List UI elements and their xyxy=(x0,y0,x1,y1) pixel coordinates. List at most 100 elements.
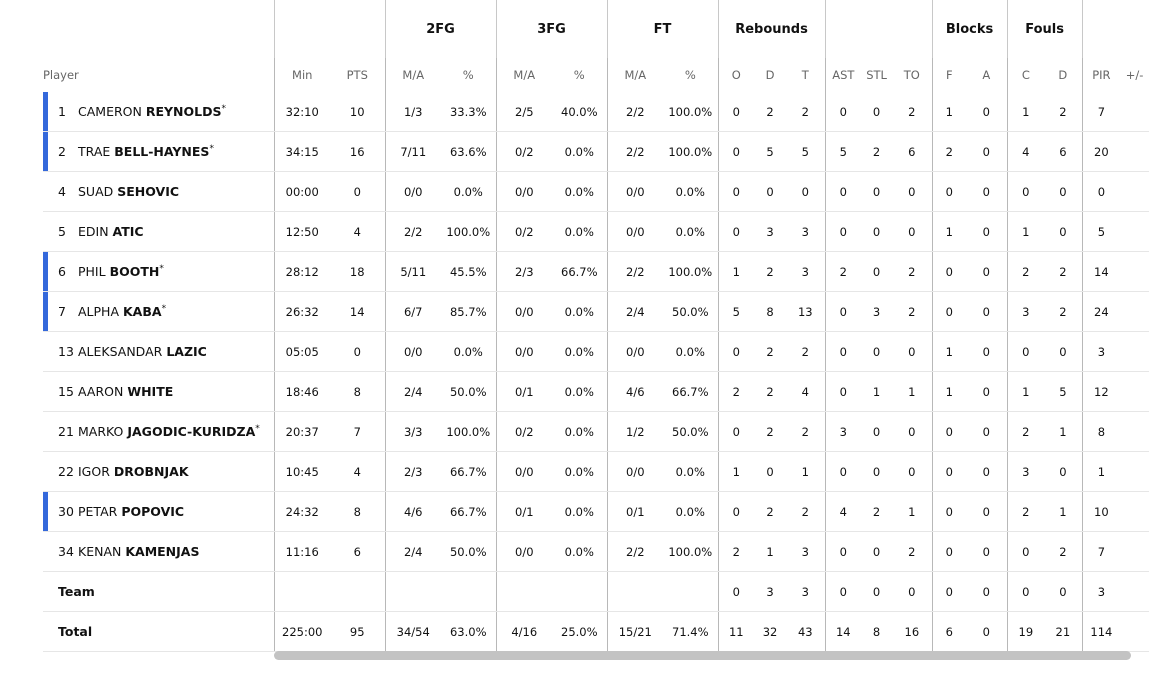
stat-t: 2 xyxy=(786,411,826,452)
player-name-link[interactable]: MARKO JAGODIC-KURIDZA* xyxy=(78,424,260,439)
player-row[interactable]: 2 TRAE BELL-HAYNES* 34:15 16 7/11 63.6% 0/2 0.0… xyxy=(43,131,1150,172)
column-header-plus-minus[interactable]: +/- xyxy=(1125,68,1144,82)
stat-pm xyxy=(1120,211,1150,252)
stat-fg2 xyxy=(385,571,441,612)
column-header-pts[interactable]: PTS xyxy=(330,58,386,92)
column-header-fouls-c[interactable]: C xyxy=(1021,68,1030,82)
stat-to: 0 xyxy=(892,171,933,212)
column-header-fouls-d[interactable]: D xyxy=(1044,58,1083,92)
stat-fd: 6 xyxy=(1044,131,1083,172)
player-number: 21 xyxy=(58,424,74,440)
starter-star: * xyxy=(255,423,260,434)
stat-fc: 1 xyxy=(1007,371,1045,412)
stat-min xyxy=(274,571,330,612)
column-header-pir[interactable]: PIR xyxy=(1092,68,1111,82)
column-header-2fg-ma[interactable]: M/A xyxy=(402,68,425,82)
column-header-2fg-pct[interactable]: % xyxy=(441,58,497,92)
player-name-link[interactable]: PETAR POPOVIC xyxy=(78,504,184,519)
stat-fc: 2 xyxy=(1007,251,1045,292)
stat-fg2p: 63.6% xyxy=(441,131,497,172)
column-header-3fg-pct[interactable]: % xyxy=(552,58,608,92)
stat-pts: 6 xyxy=(330,531,386,572)
stat-ba: 0 xyxy=(966,571,1008,612)
stat-ba: 0 xyxy=(966,331,1008,372)
stat-pts: 4 xyxy=(330,451,386,492)
player-row[interactable]: 22 IGOR DROBNJAK 10:45 4 2/3 66.7% 0/0 0.0% 0/0 0… xyxy=(43,451,1150,492)
player-row[interactable]: 1 CAMERON REYNOLDS* 32:10 10 1/3 33.3% 2/5 40.0… xyxy=(43,92,1150,132)
column-header-to[interactable]: TO xyxy=(892,58,933,92)
column-header-ft-ma[interactable]: M/A xyxy=(624,68,647,82)
player-first-name: PHIL xyxy=(78,264,106,280)
player-row[interactable]: 13 ALEKSANDAR LAZIC 05:05 0 0/0 0.0% 0/0 0.0% 0/… xyxy=(43,331,1150,372)
stat-fg3: 0/2 xyxy=(496,131,553,172)
column-header-ast[interactable]: AST xyxy=(832,68,855,82)
horizontal-scrollbar[interactable] xyxy=(274,651,1131,660)
stat-ftp: 0.0% xyxy=(663,491,719,532)
stat-bf: 2 xyxy=(932,131,967,172)
column-header-player[interactable]: Player xyxy=(43,58,275,92)
player-name-link[interactable]: AARON WHITE xyxy=(78,384,173,399)
stat-min: 05:05 xyxy=(274,331,330,372)
stat-ba: 0 xyxy=(966,251,1008,292)
stat-fg2: 34/54 xyxy=(385,611,441,652)
stat-fg3p: 40.0% xyxy=(552,92,608,132)
stat-d: 2 xyxy=(754,92,787,132)
player-name-link[interactable]: SUAD SEHOVIC xyxy=(78,184,179,199)
starter-indicator xyxy=(43,492,48,531)
stat-ftp xyxy=(663,571,719,612)
stat-ft: 2/2 xyxy=(607,251,664,292)
player-name-link[interactable]: PHIL BOOTH* xyxy=(78,264,164,279)
stat-fc: 1 xyxy=(1007,211,1045,252)
stat-fd: 5 xyxy=(1044,371,1083,412)
starter-star: * xyxy=(159,263,164,274)
column-header-reb-d[interactable]: D xyxy=(765,68,775,82)
column-header-reb-o[interactable]: O xyxy=(731,68,741,82)
stat-pm xyxy=(1120,571,1150,612)
stat-ftp: 0.0% xyxy=(663,171,719,212)
stat-ast: 0 xyxy=(825,531,862,572)
player-number: 1 xyxy=(58,104,66,120)
player-name-link[interactable]: ALEKSANDAR LAZIC xyxy=(78,344,207,359)
player-row[interactable]: 4 SUAD SEHOVIC 00:00 0 0/0 0.0% 0/0 0.0% 0/0 0.0%… xyxy=(43,171,1150,212)
stat-fg2p: 33.3% xyxy=(441,92,497,132)
player-row[interactable]: 21 MARKO JAGODIC-KURIDZA* 20:37 7 3/3 100.0% 0… xyxy=(43,411,1150,452)
stat-ast: 14 xyxy=(825,611,862,652)
player-row[interactable]: 34 KENAN KAMENJAS 11:16 6 2/4 50.0% 0/0 0.0% 2/2… xyxy=(43,531,1150,572)
column-header-blocks-a[interactable]: A xyxy=(966,58,1008,92)
player-first-name: MARKO xyxy=(78,424,124,440)
stat-fc: 4 xyxy=(1007,131,1045,172)
stat-pts: 8 xyxy=(330,491,386,532)
stat-ast: 0 xyxy=(825,371,862,412)
player-name-link[interactable]: IGOR DROBNJAK xyxy=(78,464,189,479)
player-name-link[interactable]: ALPHA KABA* xyxy=(78,304,166,319)
stat-o: 0 xyxy=(718,491,755,532)
stat-t: 3 xyxy=(786,211,826,252)
stat-ba: 0 xyxy=(966,131,1008,172)
player-row[interactable]: 15 AARON WHITE 18:46 8 2/4 50.0% 0/1 0.0% 4/6 66.… xyxy=(43,371,1150,412)
column-header-blocks-f[interactable]: F xyxy=(946,68,953,82)
player-name-link[interactable]: TRAE BELL-HAYNES* xyxy=(78,144,214,159)
column-header-stl[interactable]: STL xyxy=(866,68,887,82)
stat-stl: 0 xyxy=(861,531,893,572)
player-row[interactable]: 5 EDIN ATIC 12:50 4 2/2 100.0% 0/2 0.0% 0/0 0.0% 0… xyxy=(43,211,1150,252)
player-row[interactable]: 7 ALPHA KABA* 26:32 14 6/7 85.7% 0/0 0.0% 2/4 50.… xyxy=(43,291,1150,332)
column-header-ft-pct[interactable]: % xyxy=(663,58,719,92)
column-header-3fg-ma[interactable]: M/A xyxy=(513,68,536,82)
player-row[interactable]: 6 PHIL BOOTH* 28:12 18 5/11 45.5% 2/3 66.7% 2/2 1… xyxy=(43,251,1150,292)
player-name-link[interactable]: KENAN KAMENJAS xyxy=(78,544,199,559)
stat-fg3p: 0.0% xyxy=(552,411,608,452)
scrollbar-thumb[interactable] xyxy=(274,651,1131,660)
player-name-link[interactable]: CAMERON REYNOLDS* xyxy=(78,104,226,119)
stat-ft: 2/4 xyxy=(607,291,664,332)
player-name-link[interactable]: EDIN ATIC xyxy=(78,224,144,239)
stat-o: 0 xyxy=(718,131,755,172)
stat-ftp: 0.0% xyxy=(663,331,719,372)
stat-pts: 0 xyxy=(330,331,386,372)
starter-indicator xyxy=(43,292,48,331)
player-cell: 1 CAMERON REYNOLDS* xyxy=(43,92,275,132)
stat-pts: 95 xyxy=(330,611,386,652)
stat-fg3p: 0.0% xyxy=(552,531,608,572)
player-row[interactable]: 30 PETAR POPOVIC 24:32 8 4/6 66.7% 0/1 0.0% 0/1 0… xyxy=(43,491,1150,532)
column-header-reb-t[interactable]: T xyxy=(786,58,826,92)
column-header-min[interactable]: Min xyxy=(292,68,313,82)
